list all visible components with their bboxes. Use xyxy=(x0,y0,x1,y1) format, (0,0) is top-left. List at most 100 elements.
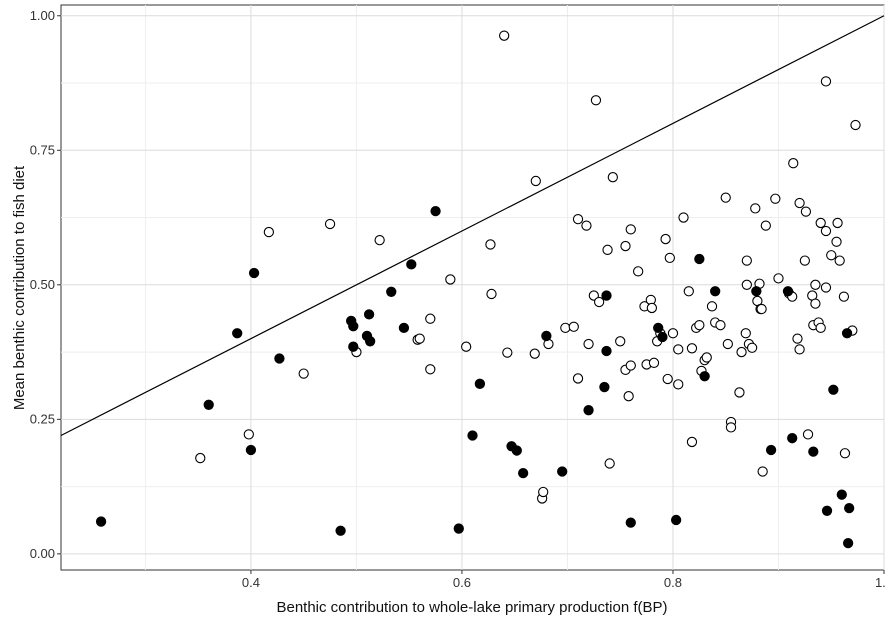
y-tick-label: 0.50 xyxy=(30,277,55,292)
x-tick-label: 0.6 xyxy=(453,575,471,590)
open-data-point xyxy=(195,452,206,464)
open-data-point xyxy=(530,175,541,187)
filled-data-point xyxy=(583,405,594,416)
reference-line-group xyxy=(60,15,885,437)
filled-data-point xyxy=(474,378,486,389)
open-data-point xyxy=(425,313,436,324)
y-tick-label: 0.00 xyxy=(30,546,55,561)
filled-data-point xyxy=(821,505,833,516)
open-data-point xyxy=(243,429,254,440)
open-data-point xyxy=(815,217,826,229)
open-data-point xyxy=(538,486,549,498)
open-data-point xyxy=(620,240,631,252)
open-data-point xyxy=(832,217,843,229)
open-data-point xyxy=(662,373,673,385)
open-data-point xyxy=(486,288,497,300)
open-data-point xyxy=(572,214,584,225)
axes: 0.4 0.6 0.8 1.0 0.00 0.25 0.50 0.75 1.00 xyxy=(30,8,885,590)
filled-data-point xyxy=(601,345,612,357)
filled-data-point xyxy=(406,259,417,270)
filled-data-point xyxy=(245,444,257,456)
open-data-point xyxy=(324,218,336,230)
filled-data-point xyxy=(836,489,847,500)
open-data-point xyxy=(678,212,689,223)
open-data-point xyxy=(485,239,496,250)
open-data-point xyxy=(826,250,837,261)
filled-data-point xyxy=(653,322,664,334)
x-tick-label: 1.0 xyxy=(875,575,885,590)
filled-data-point xyxy=(386,286,397,297)
filled-data-point xyxy=(787,433,798,444)
open-data-point xyxy=(820,225,832,237)
filled-data-point xyxy=(365,336,376,347)
open-data-point xyxy=(667,328,679,339)
open-data-point xyxy=(740,328,751,339)
y-tick-label: 0.75 xyxy=(30,142,55,157)
filled-data-point xyxy=(808,446,819,457)
open-data-point xyxy=(788,158,799,169)
data-points xyxy=(95,30,861,549)
open-data-point xyxy=(499,30,510,41)
open-data-point xyxy=(757,466,768,477)
open-data-point xyxy=(820,282,832,293)
open-data-point xyxy=(701,352,712,363)
filled-data-point xyxy=(670,514,682,526)
open-data-point xyxy=(660,233,671,245)
open-data-point xyxy=(794,197,805,209)
open-data-point xyxy=(831,236,842,247)
x-tick-label: 0.4 xyxy=(242,575,260,590)
open-data-point xyxy=(568,321,579,332)
open-data-point xyxy=(810,279,821,290)
filled-data-point xyxy=(841,328,853,339)
open-data-point xyxy=(298,368,309,379)
open-data-point xyxy=(734,387,745,398)
filled-data-point xyxy=(517,467,529,479)
open-data-point xyxy=(590,95,602,106)
open-data-point xyxy=(834,255,845,266)
filled-data-point xyxy=(557,466,568,477)
open-data-point xyxy=(815,322,826,334)
open-data-point xyxy=(664,252,675,264)
open-data-point xyxy=(838,291,850,302)
open-data-point xyxy=(720,192,731,203)
filled-data-point xyxy=(541,330,552,342)
open-data-point xyxy=(794,344,805,355)
open-data-point xyxy=(736,346,747,358)
open-data-point xyxy=(850,119,861,131)
filled-data-point xyxy=(203,399,214,410)
open-data-point xyxy=(502,347,513,358)
y-tick-label: 1.00 xyxy=(30,8,55,23)
filled-data-point xyxy=(248,267,260,279)
open-data-point xyxy=(683,286,694,297)
open-data-point xyxy=(839,448,851,459)
filled-data-point xyxy=(467,430,478,441)
open-data-point xyxy=(646,302,658,314)
filled-data-point xyxy=(363,309,375,320)
open-data-point xyxy=(615,336,626,347)
filled-data-point xyxy=(657,331,668,343)
open-data-point xyxy=(623,391,634,402)
open-data-point xyxy=(799,255,811,266)
open-data-point xyxy=(760,220,771,231)
filled-data-point xyxy=(828,384,839,395)
open-data-point xyxy=(583,338,594,350)
filled-data-point xyxy=(95,516,107,527)
open-data-point xyxy=(625,360,636,371)
open-data-point xyxy=(414,333,425,344)
y-tick-label: 0.25 xyxy=(30,411,55,426)
filled-data-point xyxy=(348,321,359,332)
open-data-point xyxy=(572,373,584,384)
open-data-point xyxy=(686,343,698,354)
open-data-point xyxy=(445,274,456,285)
grid-lines xyxy=(61,5,885,570)
one-to-one-line xyxy=(60,15,885,437)
open-data-point xyxy=(602,244,613,255)
filled-data-point xyxy=(348,341,359,352)
x-axis-title: Benthic contribution to whole-lake prima… xyxy=(276,599,667,616)
filled-data-point xyxy=(694,253,705,265)
open-data-point xyxy=(746,342,758,353)
filled-data-point xyxy=(710,286,721,297)
filled-data-point xyxy=(601,290,612,301)
open-data-point xyxy=(673,344,684,355)
filled-data-point xyxy=(232,328,243,339)
